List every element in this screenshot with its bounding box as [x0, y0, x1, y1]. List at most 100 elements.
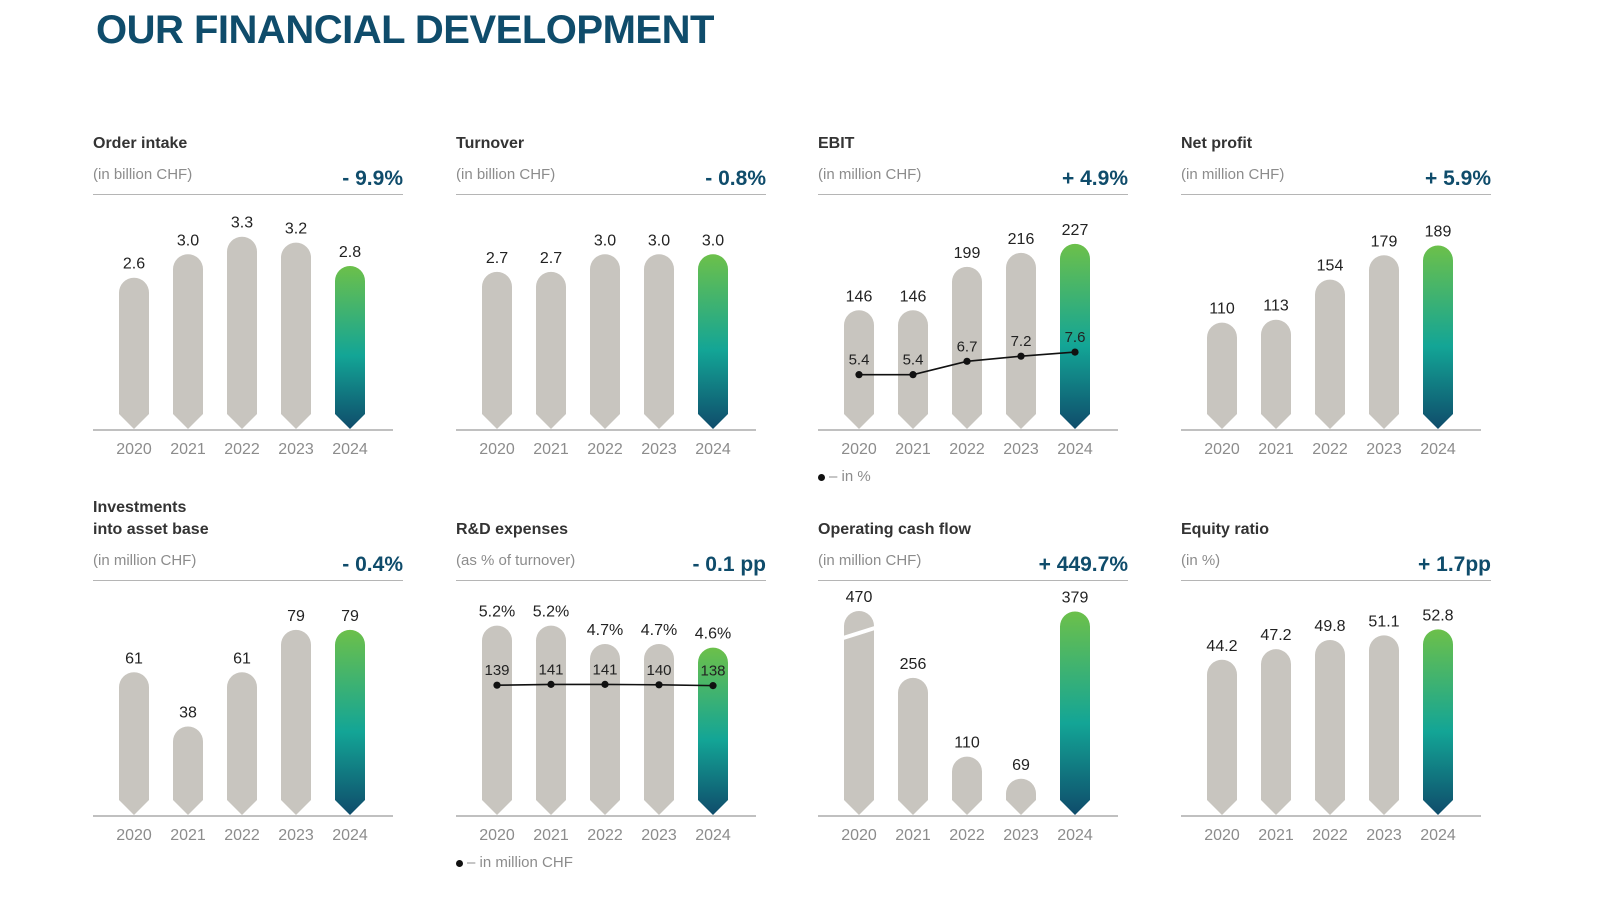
rd-expenses-header-rule — [456, 580, 766, 581]
operating-cash-flow-chart: 470 2020 256 2021 110 2022 69 2023 379 2024 — [818, 589, 1118, 844]
net-profit-year-label: 2023 — [1366, 441, 1402, 458]
net-profit-value-label: 113 — [1263, 298, 1289, 315]
rd-expenses-header: R&D expenses (as % of turnover) - 0.1 pp — [456, 521, 766, 581]
operating-cash-flow-value-label: 379 — [1062, 590, 1089, 607]
turnover-year-label: 2020 — [479, 441, 515, 458]
equity-ratio-year-label: 2021 — [1258, 827, 1294, 844]
rd-expenses-bar-2023 — [644, 643, 674, 815]
net-profit-year-label: 2020 — [1204, 441, 1240, 458]
panel-rd-expenses: R&D expenses (as % of turnover) - 0.1 pp 5.… — [456, 521, 766, 911]
ebit-bar-2022 — [952, 266, 982, 429]
rd-expenses-bar-2020 — [482, 625, 512, 815]
turnover-year-label: 2022 — [587, 441, 623, 458]
rd-expenses-line-point — [655, 681, 663, 689]
equity-ratio-value-label: 44.2 — [1206, 638, 1237, 655]
equity-ratio-header-rule — [1181, 580, 1491, 581]
order-intake-value-label: 2.6 — [123, 256, 145, 273]
turnover-bar-2024 — [698, 254, 728, 429]
net-profit-bar-2020 — [1207, 322, 1237, 429]
turnover-year-label: 2023 — [641, 441, 677, 458]
ebit-year-label: 2021 — [895, 441, 931, 458]
operating-cash-flow-year-label: 2020 — [841, 827, 877, 844]
panel-order-intake: Order intake (in billion CHF) - 9.9% 2.6 202… — [93, 135, 403, 525]
rd-expenses-subtitle: (as % of turnover) — [456, 552, 576, 569]
rd-expenses-line-point — [601, 680, 609, 688]
operating-cash-flow-bar-2023 — [1006, 778, 1036, 815]
rd-expenses-line-label: 140 — [646, 662, 671, 679]
equity-ratio-year-label: 2020 — [1204, 827, 1240, 844]
turnover-bar-2020 — [482, 271, 512, 429]
investments-year-label: 2023 — [278, 827, 314, 844]
ebit-subtitle: (in million CHF) — [818, 166, 922, 183]
net-profit-value-label: 189 — [1425, 224, 1452, 241]
investments-subtitle: (in million CHF) — [93, 552, 197, 569]
order-intake-header-rule — [93, 194, 403, 195]
ebit-bar-2024 — [1060, 243, 1090, 429]
net-profit-header-rule — [1181, 194, 1491, 195]
ebit-line-label: 6.7 — [957, 338, 978, 355]
rd-expenses-bar-2022 — [590, 643, 620, 815]
rd-expenses-year-label: 2024 — [695, 827, 731, 844]
rd-expenses-line-point — [547, 680, 555, 688]
ebit-value-label: 199 — [954, 245, 981, 262]
rd-expenses-year-label: 2023 — [641, 827, 677, 844]
turnover-bar-2023 — [644, 254, 674, 429]
ebit-header: EBIT (in million CHF) + 4.9% — [818, 135, 1128, 195]
turnover-bar-2021 — [536, 271, 566, 429]
turnover-value-label: 3.0 — [594, 232, 616, 249]
investments-value-label: 79 — [341, 608, 359, 625]
operating-cash-flow-value-label: 256 — [900, 656, 927, 673]
net-profit-value-label: 179 — [1371, 233, 1398, 250]
investments-year-label: 2021 — [170, 827, 206, 844]
order-intake-subtitle: (in billion CHF) — [93, 166, 193, 183]
equity-ratio-bar-2023 — [1369, 635, 1399, 815]
investments-year-label: 2020 — [116, 827, 152, 844]
equity-ratio-value-label: 47.2 — [1260, 627, 1291, 644]
rd-expenses-line-point — [709, 682, 717, 690]
turnover-bar-2022 — [590, 254, 620, 429]
turnover-change: - 0.8% — [705, 167, 766, 190]
equity-ratio-title: Equity ratio — [1181, 521, 1270, 538]
investments-value-label: 61 — [125, 650, 143, 667]
ebit-bar-2020 — [844, 310, 874, 429]
rd-expenses-value-label: 4.7% — [587, 622, 623, 639]
net-profit-year-label: 2024 — [1420, 441, 1456, 458]
operating-cash-flow-bar-2020 — [844, 611, 874, 815]
ebit-legend-text: – in % — [829, 468, 871, 485]
net-profit-bar-2021 — [1261, 319, 1291, 429]
equity-ratio-bar-2021 — [1261, 649, 1291, 815]
net-profit-bar-2023 — [1369, 255, 1399, 429]
operating-cash-flow-year-label: 2021 — [895, 827, 931, 844]
operating-cash-flow-year-label: 2022 — [949, 827, 985, 844]
order-intake-bar-2023 — [281, 242, 311, 429]
ebit-chart: 146 2020 146 2021 199 2022 216 2023 227 2024 5.4 5.… — [818, 222, 1118, 458]
ebit-year-label: 2023 — [1003, 441, 1039, 458]
turnover-subtitle: (in billion CHF) — [456, 166, 556, 183]
panel-turnover: Turnover (in billion CHF) - 0.8% 2.7 2020 2.7… — [456, 135, 766, 525]
order-intake-bar-2021 — [173, 254, 203, 429]
investments-year-label: 2024 — [332, 827, 368, 844]
ebit-header-rule — [818, 194, 1128, 195]
net-profit-title: Net profit — [1181, 135, 1253, 152]
turnover-year-label: 2021 — [533, 441, 569, 458]
equity-ratio-value-label: 49.8 — [1314, 618, 1345, 635]
ebit-value-label: 146 — [846, 288, 873, 305]
order-intake-bar-2024 — [335, 266, 365, 429]
investments-header: Investments into asset base (in million C… — [93, 499, 403, 581]
investments-header-rule — [93, 580, 403, 581]
panel-net-profit: Net profit (in million CHF) + 5.9% 110 2020 1… — [1181, 135, 1491, 525]
equity-ratio-year-label: 2022 — [1312, 827, 1348, 844]
rd-expenses-line-label: 138 — [700, 663, 725, 680]
order-intake-value-label: 3.0 — [177, 232, 199, 249]
operating-cash-flow-axis-break — [839, 625, 879, 641]
turnover-header: Turnover (in billion CHF) - 0.8% — [456, 135, 766, 195]
equity-ratio-subtitle: (in %) — [1181, 552, 1221, 569]
order-intake-value-label: 3.2 — [285, 221, 307, 238]
ebit-title: EBIT — [818, 135, 855, 152]
equity-ratio-bar-2024 — [1423, 629, 1453, 815]
ebit-value-label: 146 — [900, 288, 927, 305]
rd-expenses-year-label: 2022 — [587, 827, 623, 844]
investments-change: - 0.4% — [342, 553, 403, 576]
net-profit-change: + 5.9% — [1425, 167, 1491, 190]
rd-expenses-year-label: 2020 — [479, 827, 515, 844]
